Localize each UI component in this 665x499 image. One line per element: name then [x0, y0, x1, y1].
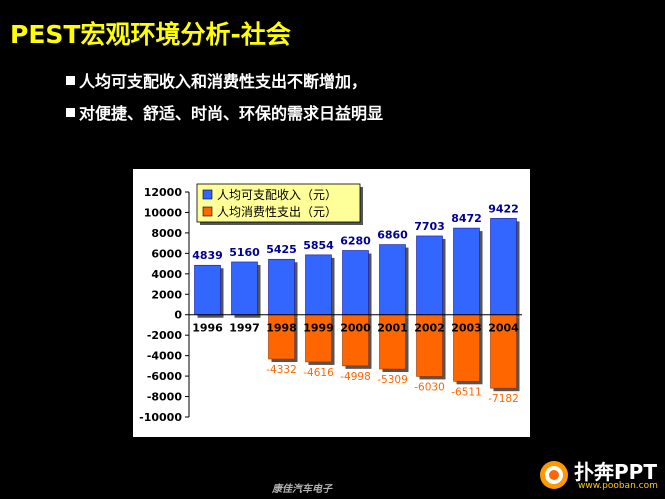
- square-bullet-icon: [66, 76, 75, 85]
- expense-bar: [490, 314, 517, 389]
- expense-bar: [379, 314, 406, 370]
- pooban-logo: [540, 461, 568, 489]
- legend-label: 人均消费性支出（元）: [217, 205, 337, 219]
- expense-bar: [342, 314, 369, 367]
- y-tick-label: -8000: [147, 391, 183, 404]
- income-bar: [194, 264, 221, 316]
- income-data-label: 5854: [303, 239, 334, 252]
- x-tick-label: 2004: [488, 322, 519, 335]
- y-tick-label: 6000: [151, 247, 182, 260]
- expense-data-label: -5309: [377, 374, 408, 386]
- y-tick-label: -6000: [147, 370, 183, 383]
- income-bar: [268, 258, 295, 316]
- x-tick-label: 2000: [340, 322, 371, 335]
- expense-data-label: -4332: [266, 364, 297, 376]
- y-tick-label: -4000: [147, 350, 183, 363]
- income-data-label: 6860: [377, 229, 408, 242]
- income-bar: [379, 244, 406, 316]
- x-tick-label: 1999: [303, 322, 334, 335]
- income-expense-chart: 12000 10000 8000 6000 4000 2000 0 -2000 -4000 -60…: [139, 183, 522, 424]
- income-bar: [231, 261, 258, 316]
- x-tick-label: 2003: [451, 322, 482, 335]
- income-data-label: 5425: [266, 243, 297, 256]
- bullet-item-1: 人均可支配收入和消费性支出不断增加，: [66, 71, 367, 93]
- y-tick-label: -2000: [147, 329, 183, 342]
- y-tick-label: 0: [174, 309, 182, 322]
- bullet-text-2: 对便捷、舒适、时尚、环保的需求日益明显: [79, 104, 384, 123]
- income-bar: [342, 250, 369, 316]
- income-data-label: 4839: [192, 249, 223, 262]
- footer-text: 康佳汽车电子: [272, 484, 332, 495]
- income-data-label: 5160: [229, 246, 260, 259]
- income-bar: [453, 227, 480, 316]
- income-bar: [416, 235, 443, 316]
- income-bar: [305, 254, 332, 316]
- legend-box: [196, 183, 361, 223]
- x-tick-label: 2002: [414, 322, 445, 335]
- square-bullet-icon: [66, 108, 75, 117]
- x-tick-label: 1997: [229, 322, 260, 335]
- x-tick-label: 2001: [377, 322, 408, 335]
- y-tick-label: -10000: [139, 411, 182, 424]
- expense-bar: [453, 314, 480, 382]
- slide-title: PEST宏观环境分析-社会: [10, 20, 291, 49]
- chart-frame: 12000 10000 8000 6000 4000 2000 0 -2000 -4000 -60…: [133, 169, 530, 437]
- legend-label: 人均可支配收入（元）: [217, 188, 337, 202]
- expense-data-label: -4616: [303, 367, 334, 379]
- logo-url: www.pooban.com: [578, 481, 658, 491]
- bullet-item-2: 对便捷、舒适、时尚、环保的需求日益明显: [66, 103, 383, 125]
- income-data-label: 9422: [488, 202, 519, 215]
- logo-text: 扑奔PPT: [574, 460, 657, 484]
- bullet-text-1: 人均可支配收入和消费性支出不断增加，: [79, 72, 368, 91]
- y-tick-label: 10000: [144, 206, 183, 219]
- x-tick-label: 1998: [266, 322, 297, 335]
- expense-data-label: -6030: [414, 381, 445, 393]
- expense-bar: [305, 314, 332, 363]
- legend-swatch: [202, 189, 213, 200]
- income-data-label: 8472: [451, 212, 482, 225]
- income-bar: [490, 218, 517, 316]
- y-tick-label: 12000: [144, 186, 183, 199]
- y-tick-label: 4000: [151, 268, 182, 281]
- x-tick-label: 1996: [192, 322, 223, 335]
- y-tick-label: 8000: [151, 227, 182, 240]
- income-data-label: 7703: [414, 220, 445, 233]
- legend-swatch: [202, 206, 213, 217]
- expense-data-label: -4998: [340, 371, 371, 383]
- income-data-label: 6280: [340, 235, 371, 248]
- y-tick-label: 2000: [151, 288, 182, 301]
- expense-data-label: -7182: [488, 393, 519, 405]
- expense-data-label: -6511: [451, 386, 482, 398]
